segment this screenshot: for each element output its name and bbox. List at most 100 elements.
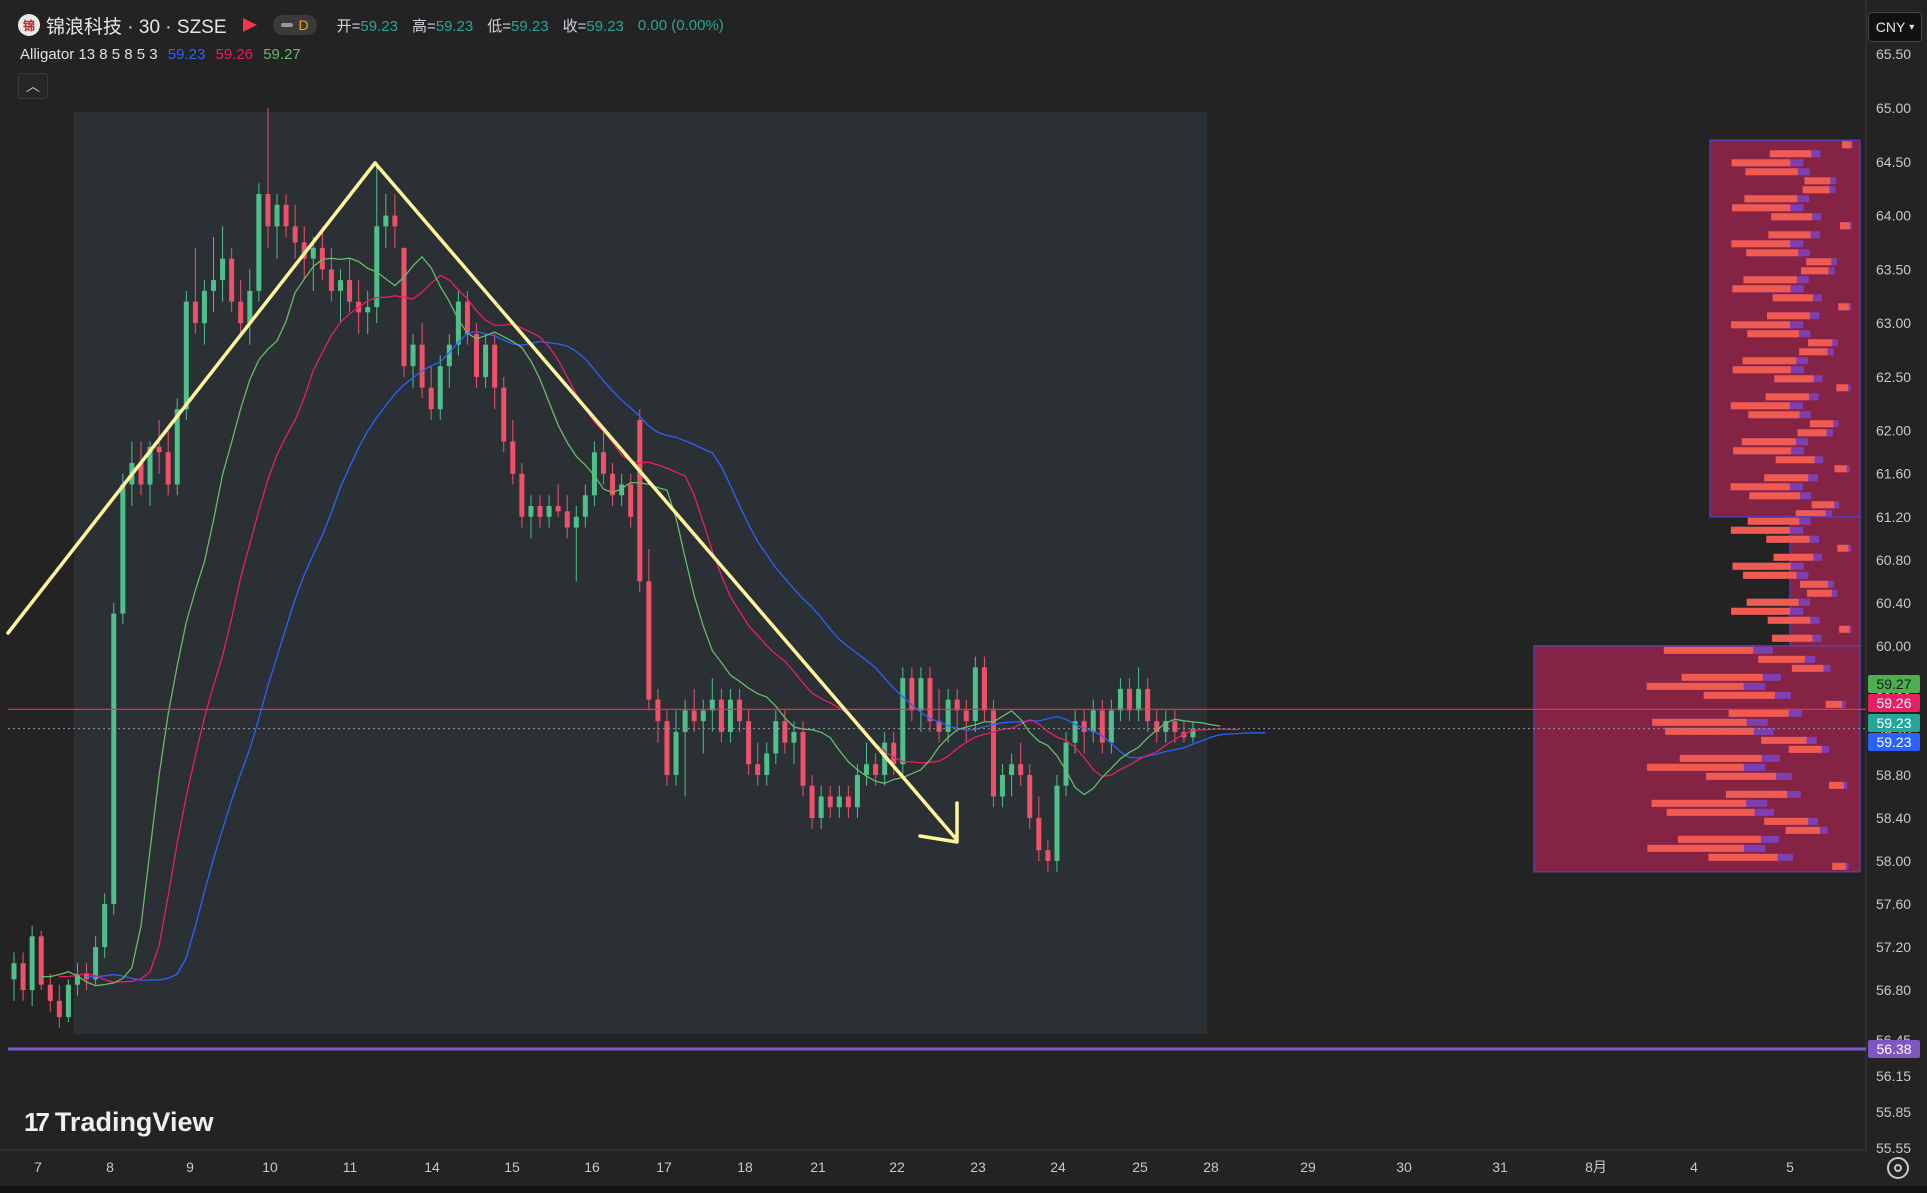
x-tick-label: 31: [1492, 1159, 1508, 1175]
candle-body: [927, 678, 933, 722]
volume-row: [1677, 835, 1761, 843]
ohlc-open: 开=59.23: [336, 17, 398, 35]
candle-body: [1117, 688, 1123, 711]
candle: [582, 484, 588, 528]
candle: [1045, 839, 1051, 872]
y-tick-label: 55.85: [1876, 1104, 1911, 1120]
volume-row: [1749, 492, 1801, 500]
session-badge[interactable]: D: [272, 15, 317, 35]
flag-icon[interactable]: [242, 18, 257, 32]
volume-row: [1748, 411, 1800, 419]
candle: [864, 742, 870, 786]
indicator-legend[interactable]: Alligator 13 8 5 8 5 3 59.23 59.26 59.27: [20, 46, 301, 63]
y-tick-label: 58.40: [1876, 810, 1911, 826]
candle-body: [954, 699, 960, 711]
volume-row: [1725, 790, 1788, 798]
candle: [319, 226, 325, 281]
candle-body: [156, 446, 162, 453]
candle-body: [11, 963, 17, 980]
currency-selector[interactable]: CNY ▾: [1868, 12, 1922, 42]
price-tag-label: 56.38: [1876, 1041, 1911, 1057]
candle: [818, 785, 824, 829]
ohlc-high: 高=59.23: [411, 17, 474, 35]
candle-body: [437, 366, 443, 410]
trend-line: [6, 161, 377, 635]
candle: [165, 430, 171, 496]
candle-body: [673, 731, 679, 775]
candle-body: [401, 247, 407, 367]
x-tick-label: 24: [1050, 1159, 1066, 1175]
candle-body: [1063, 742, 1069, 786]
y-tick-label: 64.00: [1876, 208, 1911, 224]
candle-body: [464, 301, 470, 334]
candle-body: [201, 290, 207, 324]
volume-row: [1825, 700, 1843, 708]
candle-body: [1072, 721, 1078, 743]
candle-body: [419, 344, 425, 388]
candle: [347, 258, 353, 313]
candle-body: [510, 441, 516, 474]
candle-body: [990, 710, 996, 797]
volume-row: [1730, 483, 1790, 491]
candle-body: [1027, 774, 1033, 818]
candle: [1054, 774, 1060, 872]
y-tick-label: 65.50: [1876, 46, 1911, 62]
settings-gear-icon[interactable]: [1887, 1157, 1909, 1179]
candle-body: [800, 731, 806, 786]
candle-body: [1108, 710, 1114, 743]
volume-row: [1838, 303, 1849, 311]
volume-row: [1802, 186, 1830, 194]
volume-row: [1731, 204, 1791, 212]
symbol-title[interactable]: 锦浪科技 · 30 · SZSE: [46, 16, 227, 38]
volume-row: [1773, 553, 1814, 561]
y-tick-label: 60.80: [1876, 552, 1911, 568]
x-tick-label: 25: [1132, 1159, 1148, 1175]
candle: [809, 774, 815, 829]
y-tick-label: 57.20: [1876, 939, 1911, 955]
candle: [764, 742, 770, 786]
candle: [1117, 678, 1123, 722]
candle: [900, 667, 906, 775]
volume-row: [1795, 510, 1826, 518]
candle: [854, 764, 860, 818]
volume-row: [1731, 159, 1791, 167]
candle-body: [292, 226, 298, 243]
candle: [1072, 710, 1078, 754]
y-tick-label: 61.20: [1876, 509, 1911, 525]
candle-body: [764, 753, 770, 775]
volume-row: [1764, 474, 1809, 482]
candle-body: [1045, 850, 1051, 861]
candle-body: [737, 699, 743, 722]
session-badge-label: D: [298, 17, 309, 33]
candle: [990, 699, 996, 808]
candle: [709, 678, 715, 732]
candle: [111, 602, 117, 915]
candle: [1127, 678, 1133, 722]
candle: [84, 963, 90, 991]
candle-body: [455, 301, 461, 345]
volume-row: [1767, 616, 1811, 624]
volume-row: [1771, 634, 1813, 642]
candle: [691, 688, 697, 732]
volume-row: [1808, 339, 1833, 347]
price-tag-bg: [1868, 733, 1920, 751]
candle: [292, 204, 298, 259]
candle-body: [727, 699, 733, 732]
x-tick-label: 16: [584, 1159, 600, 1175]
chart-header: 锦 锦浪科技 · 30 · SZSE D 开=59.23 高=59.23 低=5…: [18, 12, 724, 38]
candle: [256, 183, 262, 302]
candle-body: [165, 452, 171, 485]
candle-body: [746, 721, 752, 765]
tradingview-wordmark: TradingView: [54, 1107, 214, 1137]
candle: [1027, 764, 1033, 829]
candle-body: [220, 258, 226, 281]
candle: [274, 194, 280, 259]
candle: [455, 290, 461, 356]
volume-row: [1743, 276, 1797, 284]
candle-body: [1163, 721, 1169, 732]
volume-row: [1665, 727, 1754, 735]
collapse-legend-button[interactable]: ︿: [18, 73, 48, 99]
candle-body: [936, 721, 942, 732]
x-tick-label: 21: [810, 1159, 826, 1175]
